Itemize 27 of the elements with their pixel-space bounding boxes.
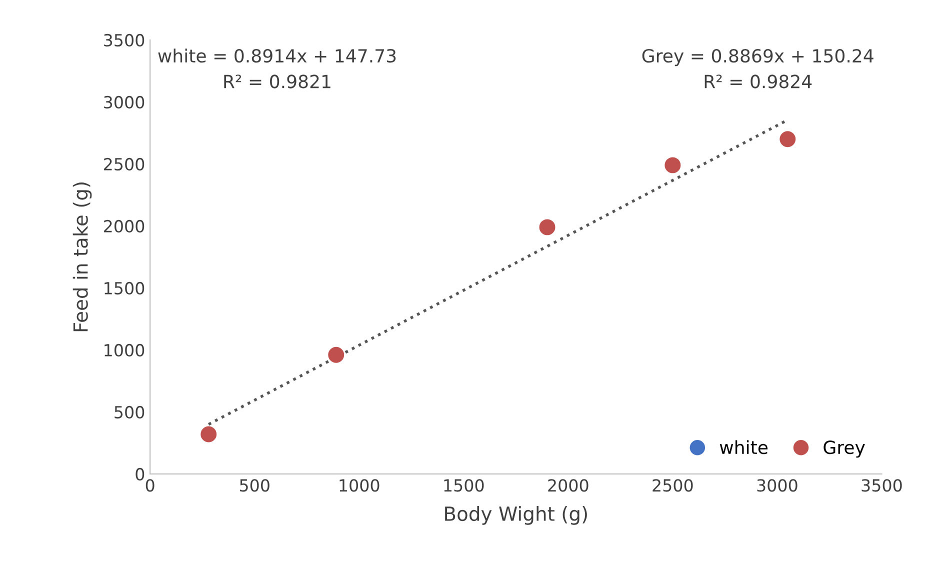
x-axis-title: Body Wight (g) [445,506,587,525]
y-tick-label: 2500 [104,158,144,171]
annotation: white = 0.8914x + 147.73 R² = 0.9821 [158,48,396,88]
annotation: Grey = 0.8869x + 150.24 R² = 0.9824 [642,48,874,88]
x-tick-label: 3000 [757,479,798,492]
legend-label: white [720,440,768,454]
y-tick-label: 1500 [104,282,144,295]
y-tick-label: 3000 [104,96,144,109]
point [200,426,217,442]
x-tick-label: 1500 [444,479,484,492]
point [780,131,796,148]
point [664,157,681,174]
y-tick-label: 500 [114,406,144,419]
y-tick-label: 0 [136,468,144,480]
y-tick-label: 3500 [104,34,144,47]
x-tick-label: 500 [240,479,270,492]
y-tick-label: 2000 [104,220,144,233]
y-tick-label: 1000 [104,344,144,357]
x-tick-label: 2500 [652,479,693,492]
point [539,219,556,236]
y-axis-title: Feed in take (g) [72,182,92,332]
point [328,346,344,363]
legend-label: Grey [824,440,865,458]
x-tick-label: 1000 [340,479,380,492]
x-tick-label: 3500 [862,479,902,492]
x-tick-label: 0 [146,479,154,492]
x-tick-label: 2000 [548,479,588,492]
